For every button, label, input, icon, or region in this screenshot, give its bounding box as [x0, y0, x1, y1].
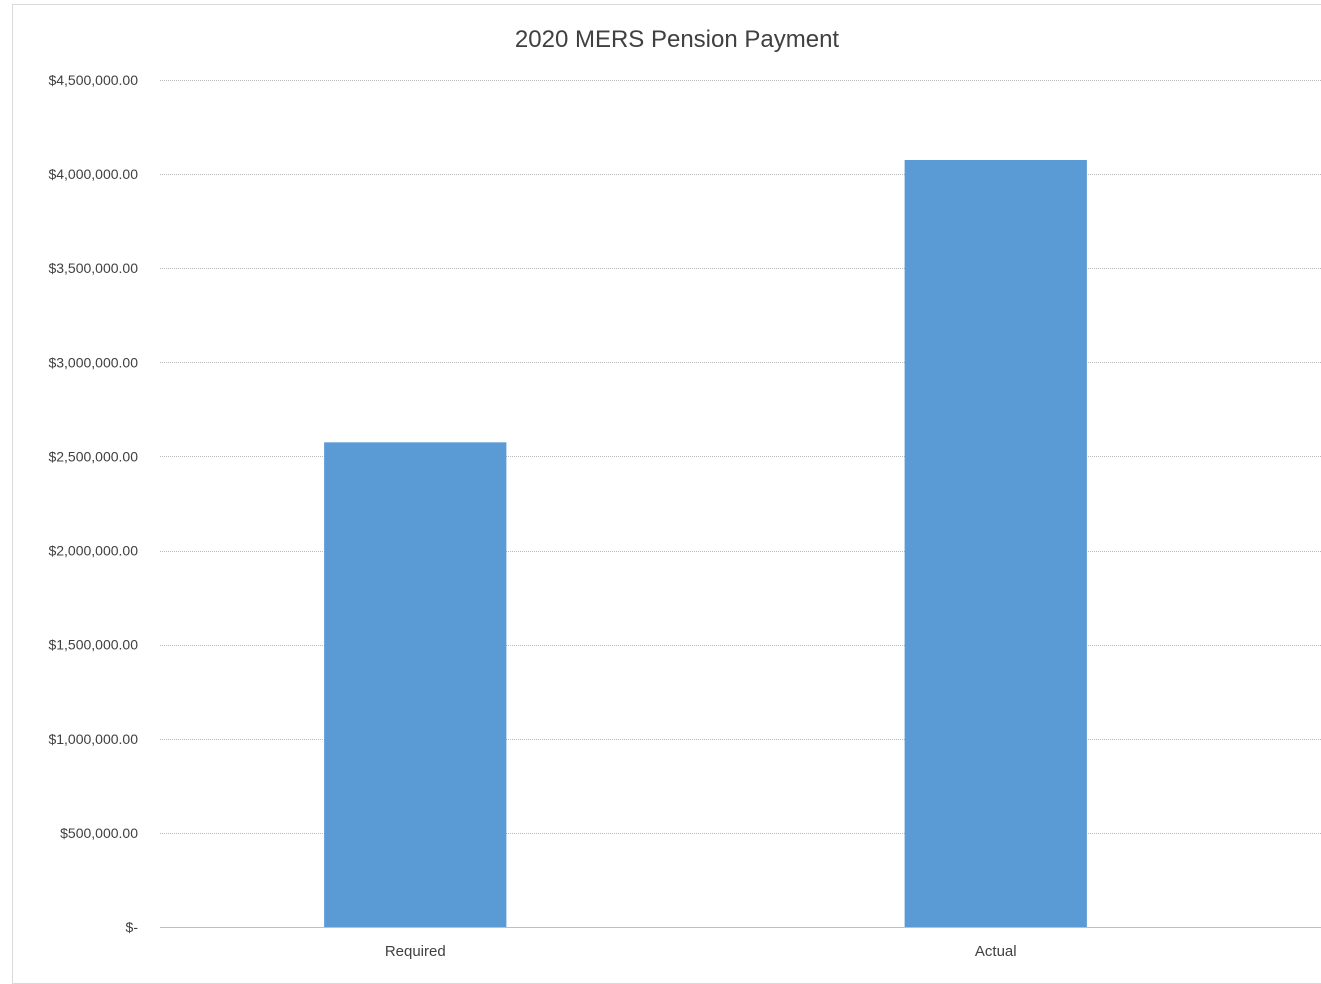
y-tick-label: $3,000,000.00: [48, 354, 138, 370]
y-tick-label: $500,000.00: [60, 825, 138, 841]
chart-title: 2020 MERS Pension Payment: [515, 26, 840, 53]
y-tick-label: $1,500,000.00: [48, 637, 138, 653]
bars: [324, 160, 1087, 927]
y-tick-label: $2,500,000.00: [48, 448, 138, 464]
x-category-label: Actual: [975, 943, 1017, 960]
y-axis-tick-labels: $- $500,000.00 $1,000,000.00 $1,500,000.00 $…: [48, 72, 138, 935]
x-category-label: Required: [385, 943, 446, 960]
y-tick-label: $2,000,000.00: [48, 543, 138, 559]
bar-actual: [905, 160, 1087, 927]
y-tick-label: $1,000,000.00: [48, 731, 138, 747]
y-tick-label: $3,500,000.00: [48, 260, 138, 276]
y-tick-label: $4,000,000.00: [48, 166, 138, 182]
y-tick-label: $4,500,000.00: [48, 72, 138, 88]
bar-required: [324, 442, 506, 927]
y-tick-label: $-: [126, 919, 139, 935]
x-axis-category-labels: Required Actual: [385, 943, 1017, 960]
